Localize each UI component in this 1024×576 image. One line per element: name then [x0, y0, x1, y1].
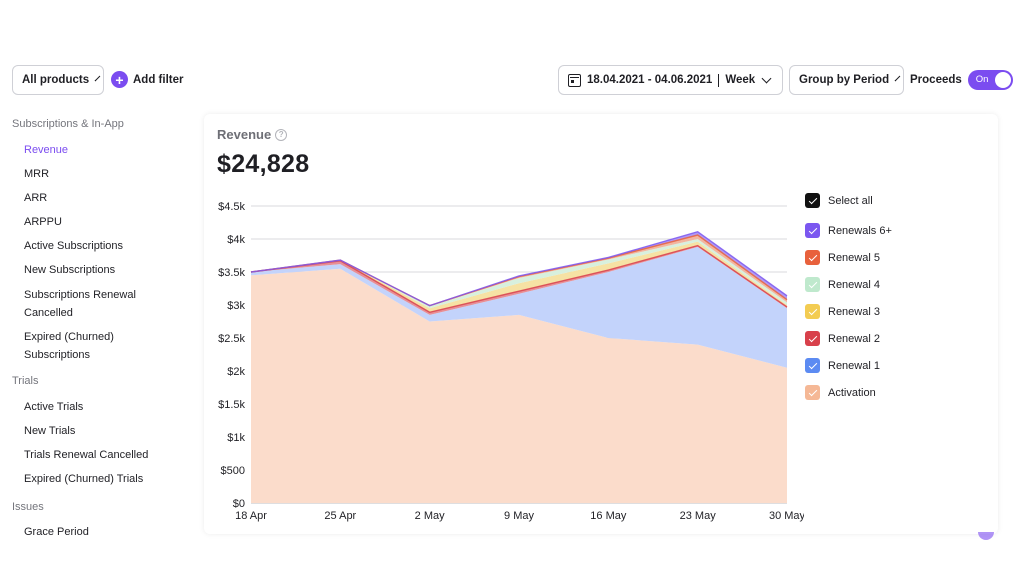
y-tick-label: $4.5k	[218, 201, 245, 213]
legend-label: Renewal 1	[828, 359, 880, 372]
plus-icon: +	[111, 71, 128, 88]
legend-label: Renewal 4	[828, 278, 880, 291]
sidebar-item-active-subscriptions[interactable]: Active Subscriptions	[24, 240, 124, 252]
revenue-total: $24,828	[217, 150, 310, 178]
add-filter-button[interactable]: + Add filter	[111, 71, 183, 88]
all-products-label: All products	[22, 74, 90, 86]
period-label: Week	[725, 74, 756, 86]
divider	[718, 73, 720, 87]
sidebar-item-new-trials[interactable]: New Trials	[24, 425, 76, 437]
y-tick-label: $1k	[227, 432, 245, 444]
sidebar-item-revenue[interactable]: Revenue	[24, 144, 69, 156]
y-tick-label: $1.5k	[218, 399, 245, 411]
legend-item-renewal-5[interactable]: Renewal 5	[805, 250, 880, 265]
sidebar-section-subscriptions: Subscriptions & In-App	[12, 118, 124, 130]
legend-select-all-label: Select all	[828, 194, 873, 207]
y-tick-label: $500	[221, 465, 245, 477]
all-products-dropdown[interactable]: All products	[12, 65, 104, 95]
proceeds-control: Proceeds On	[910, 70, 1013, 90]
legend-item-renewal-1[interactable]: Renewal 1	[805, 358, 880, 373]
legend-item-renewal-2[interactable]: Renewal 2	[805, 331, 880, 346]
sidebar-item-active-trials[interactable]: Active Trials	[24, 401, 84, 413]
sidebar-section-issues: Issues	[12, 501, 44, 513]
legend-select-all[interactable]: Select all	[805, 193, 873, 208]
proceeds-label: Proceeds	[910, 74, 962, 86]
group-by-label: Group by Period	[799, 74, 890, 86]
x-tick-label: 16 May	[590, 510, 627, 522]
add-filter-label: Add filter	[133, 73, 184, 86]
checkbox-icon	[805, 223, 820, 238]
sidebar-item-arr[interactable]: ARR	[24, 192, 48, 204]
x-tick-label: 30 May	[769, 510, 804, 522]
sidebar-item-new-subscriptions[interactable]: New Subscriptions	[24, 264, 116, 276]
legend-label: Renewals 6+	[828, 224, 892, 237]
y-tick-label: $2k	[227, 366, 245, 378]
date-range-label: 18.04.2021 - 04.06.2021	[587, 74, 713, 86]
y-tick-label: $3.5k	[218, 267, 245, 279]
checkbox-icon	[805, 250, 820, 265]
checkbox-icon	[805, 385, 820, 400]
checkbox-icon	[805, 358, 820, 373]
legend-label: Activation	[828, 386, 876, 399]
x-tick-label: 25 Apr	[324, 510, 356, 522]
group-by-dropdown[interactable]: Group by Period	[789, 65, 904, 95]
date-range-picker[interactable]: 18.04.2021 - 04.06.2021 Week	[558, 65, 783, 95]
x-tick-label: 9 May	[504, 510, 534, 522]
proceeds-toggle[interactable]: On	[967, 70, 1013, 90]
area-renewal-1	[251, 246, 787, 368]
checkbox-icon	[805, 277, 820, 292]
legend-item-renewal-4[interactable]: Renewal 4	[805, 277, 880, 292]
legend-label: Renewal 3	[828, 305, 880, 318]
sidebar-item-subscriptions-renewal-cancelled[interactable]: Subscriptions Renewal Cancelled	[24, 289, 136, 319]
calendar-icon	[568, 73, 581, 87]
sidebar-item-arppu[interactable]: ARPPU	[24, 216, 62, 228]
area-activation	[251, 268, 787, 503]
chat-widget-edge[interactable]	[978, 532, 994, 540]
line-renewals-6-	[250, 230, 788, 307]
sidebar-item-trials-renewal-cancelled[interactable]: Trials Renewal Cancelled	[24, 449, 149, 461]
legend-item-renewals-6plus[interactable]: Renewals 6+	[805, 223, 892, 238]
y-tick-label: $4k	[227, 234, 245, 246]
sidebar-section-trials: Trials	[12, 375, 39, 387]
legend-item-renewal-3[interactable]: Renewal 3	[805, 304, 880, 319]
sidebar-item-mrr[interactable]: MRR	[24, 168, 50, 180]
revenue-card: Revenue ? $24,828 $0 $500 $1k $1.5k $2k $2.5k…	[204, 114, 998, 534]
sidebar-item-expired-subscriptions[interactable]: Expired (Churned) Subscriptions	[24, 331, 114, 361]
checkbox-icon	[805, 193, 820, 208]
x-tick-label: 2 May	[415, 510, 445, 522]
x-tick-label: 18 Apr	[235, 510, 267, 522]
y-tick-label: $3k	[227, 300, 245, 312]
chevron-down-icon	[894, 75, 901, 81]
toggle-state-label: On	[975, 74, 989, 85]
card-title: Revenue ?	[217, 127, 288, 142]
chevron-down-icon	[94, 75, 101, 81]
y-tick-label: $2.5k	[218, 333, 245, 345]
legend-label: Renewal 5	[828, 251, 880, 264]
sidebar-item-expired-trials[interactable]: Expired (Churned) Trials	[24, 473, 144, 485]
chevron-down-icon	[761, 73, 772, 83]
toggle-knob	[994, 72, 1011, 88]
help-icon[interactable]: ?	[275, 128, 288, 141]
revenue-chart: $0 $500 $1k $1.5k $2k $2.5k $3k $3.5k $4k $4.5k 18…	[218, 201, 804, 522]
card-title-text: Revenue	[217, 127, 272, 142]
y-tick-label: $0	[233, 498, 245, 510]
legend-item-activation[interactable]: Activation	[805, 385, 876, 400]
legend-label: Renewal 2	[828, 332, 880, 345]
x-tick-label: 23 May	[680, 510, 717, 522]
checkbox-icon	[805, 331, 820, 346]
checkbox-icon	[805, 304, 820, 319]
sidebar-item-grace-period[interactable]: Grace Period	[24, 526, 89, 538]
